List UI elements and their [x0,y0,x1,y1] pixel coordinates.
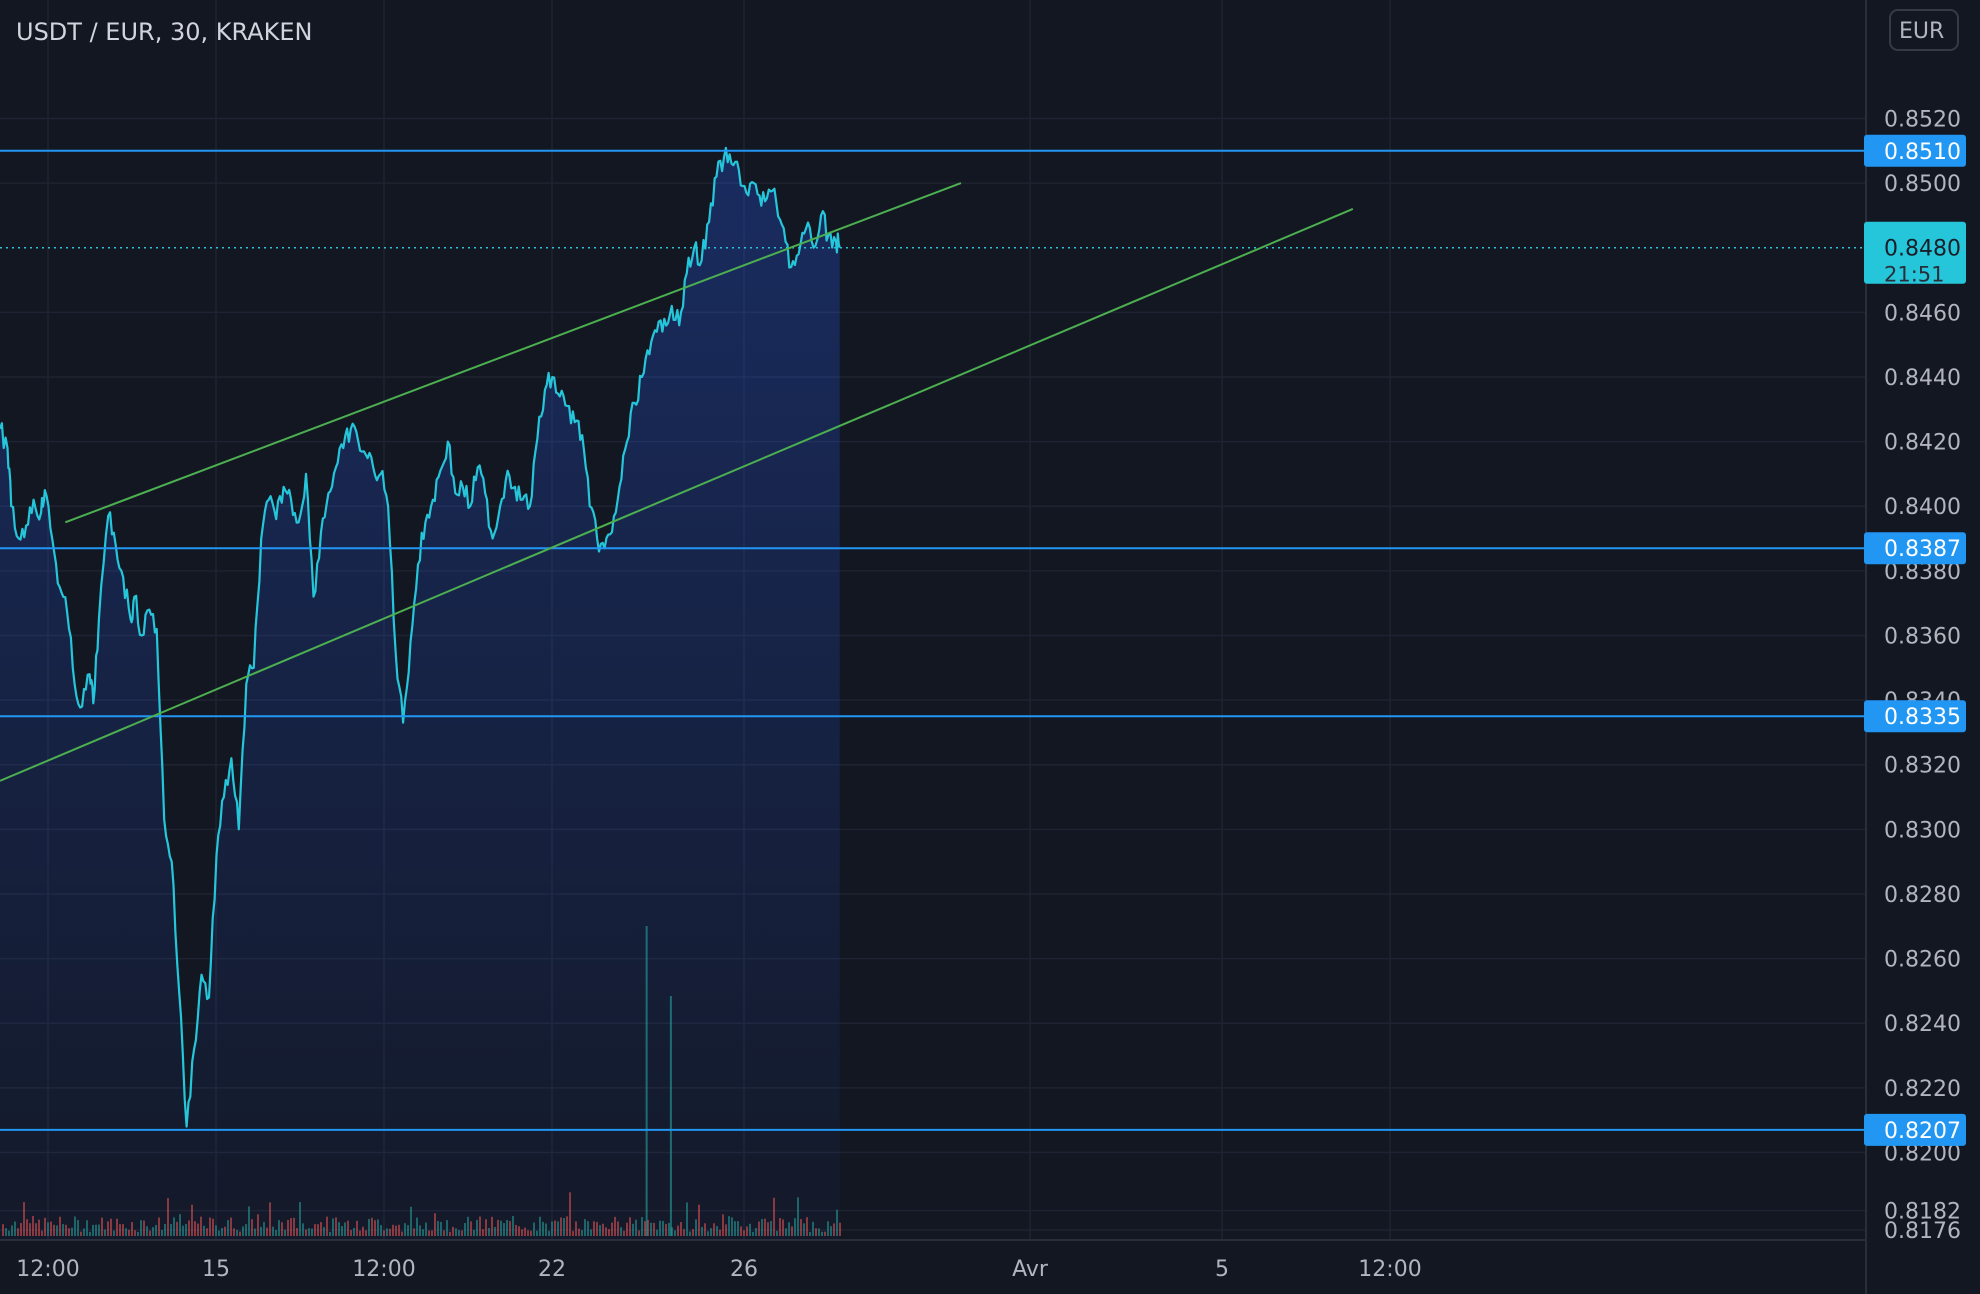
time-tick-label: 22 [538,1257,566,1282]
trendline-0 [64,182,962,524]
price-tick-label: 0.8280 [1884,883,1961,908]
price-tick-label: 0.8240 [1884,1012,1961,1037]
horizontal-levels [0,149,1866,1131]
time-tick-label: 15 [202,1257,230,1282]
time-tick-label: Avr [1012,1257,1049,1282]
level-badge-label: 0.8510 [1884,140,1961,165]
price-tick-label: 0.8440 [1884,366,1961,391]
price-tick-label: 0.8320 [1884,754,1961,779]
current-price-badge [1864,221,1966,284]
price-area [0,146,841,1240]
volume-bar [839,1222,841,1236]
symbol-title: USDT / EUR, 30, KRAKEN [16,18,312,46]
currency-button[interactable]: EUR [1889,9,1959,51]
price-tick-label: 0.8220 [1884,1077,1961,1102]
level-badge-0 [1864,134,1966,167]
time-tick-label: 12:00 [16,1257,79,1282]
time-tick-label: 5 [1215,1257,1229,1282]
level-badge-3 [1864,1113,1966,1146]
price-tick-label: 0.8176 [1884,1219,1961,1244]
countdown-label: 21:51 [1884,263,1945,287]
level-badge-label: 0.8335 [1884,705,1961,730]
price-tick-label: 0.8500 [1884,172,1961,197]
price-tick-label: 0.8260 [1884,948,1961,973]
price-tick-label: 0.8182 [1884,1200,1961,1225]
time-tick-label: 12:00 [1358,1257,1421,1282]
level-badge-1 [1864,532,1966,565]
price-tick-label: 0.8400 [1884,495,1961,520]
price-tick-label: 0.8460 [1884,301,1961,326]
price-area-fill [0,147,840,1240]
price-axis-background [1867,0,1980,1294]
trendline-1 [0,208,1354,782]
time-tick-label: 12:00 [352,1257,415,1282]
time-axis: 12:00 15 12:00 22 26 Avr 5 12:00 [16,1257,1421,1282]
level-badge-label: 0.8387 [1884,537,1961,562]
price-tick-label: 0.8300 [1884,818,1961,843]
current-price-label: 0.8480 [1884,237,1961,262]
price-tick-label: 0.8420 [1884,431,1961,456]
currency-label: EUR [1899,19,1944,44]
trendlines [0,182,1354,782]
price-axis: 0.8520 0.8500 0.8460 0.8440 0.8420 0.8400 0.83… [1864,0,1980,1294]
price-line [0,146,841,1128]
price-tick-label: 0.8360 [1884,624,1961,649]
time-tick-label: 26 [730,1257,758,1282]
level-badge-2 [1864,700,1966,733]
price-tick-label: 0.8520 [1884,107,1961,132]
level-badge-label: 0.8207 [1884,1119,1961,1144]
